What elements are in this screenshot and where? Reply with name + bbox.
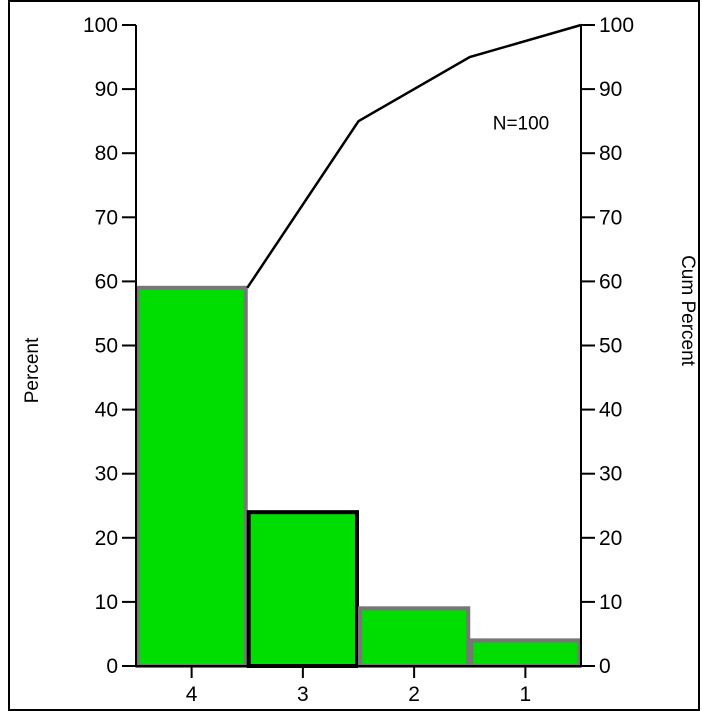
y-tick-label-right: 60 <box>599 270 622 293</box>
y-tick-label-right: 10 <box>599 591 622 614</box>
y-tick-label-right: 0 <box>599 655 611 678</box>
y-tick-label-left: 90 <box>95 78 118 101</box>
y-tick-label-left: 0 <box>106 655 118 678</box>
cumulative-line <box>246 23 582 289</box>
bars-group <box>135 285 582 668</box>
bar-4 <box>135 285 248 668</box>
x-tick-label: 3 <box>297 683 309 706</box>
x-tick-label: 1 <box>520 683 532 706</box>
y-tick-label-left: 50 <box>95 335 118 358</box>
figure-frame <box>8 0 700 711</box>
y-tick-label-left: 60 <box>95 270 118 293</box>
y-tick-label-left: 70 <box>95 206 118 229</box>
y-tick-label-right: 80 <box>599 142 622 165</box>
y-tick-label-left: 100 <box>83 14 118 37</box>
y-tick-label-left: 30 <box>95 463 118 486</box>
y-tick-label-right: 30 <box>599 463 622 486</box>
y-tick-label-right: 100 <box>599 14 634 37</box>
y-tick-label-right: 40 <box>599 399 622 422</box>
bar-1 <box>469 638 582 668</box>
y-axis-title-right: Cum Percent <box>677 255 698 367</box>
y-tick-label-left: 80 <box>95 142 118 165</box>
y-tick-label-right: 70 <box>599 206 622 229</box>
y-tick-label-right: 90 <box>599 78 622 101</box>
ticks-group: 0 0 10 10 20 20 30 30 40 40 50 50 60 60 70 70 80 80 90 90 10… <box>83 14 634 706</box>
x-tick-label: 4 <box>186 683 198 706</box>
x-tick-label: 2 <box>408 683 420 706</box>
y-tick-label-left: 10 <box>95 591 118 614</box>
y-tick-label-left: 40 <box>95 399 118 422</box>
sample-size-annotation: N=100 <box>493 114 550 135</box>
y-axis-title-left: Percent <box>22 337 43 403</box>
bar-2 <box>358 606 471 668</box>
y-tick-label-right: 50 <box>599 335 622 358</box>
y-tick-label-right: 20 <box>599 527 622 550</box>
bar-3 <box>246 510 359 668</box>
y-tick-label-left: 20 <box>95 527 118 550</box>
